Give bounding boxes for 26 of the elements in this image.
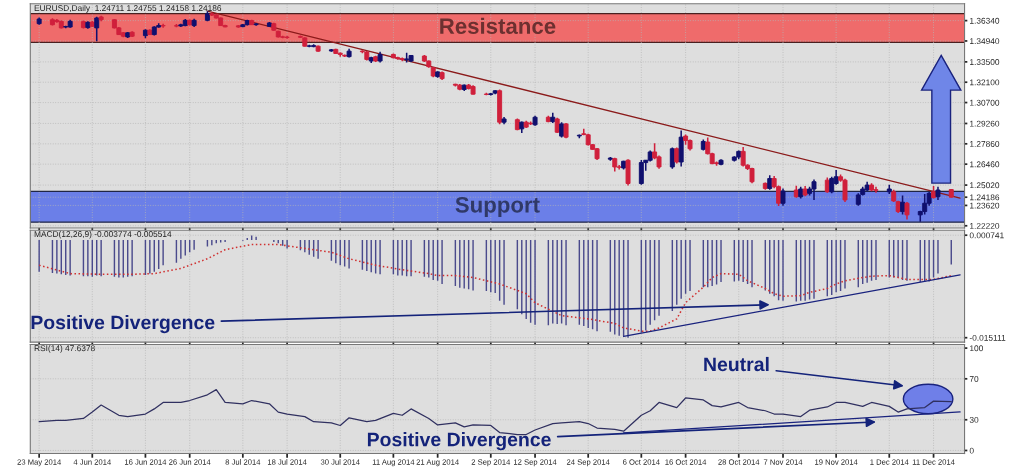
y-tick-label: -0.015111 xyxy=(969,334,1006,341)
chart-title: EURUSD,Daily 1.24711 1.24755 1.24158 1.24186 xyxy=(34,4,222,13)
y-tick-label: 1.26460 xyxy=(970,161,1000,168)
chart-title: RSI(14) 47.6378 xyxy=(34,345,95,353)
y-tick-label: 1.24186 xyxy=(970,194,1000,201)
annotation: Positive Divergence xyxy=(31,315,215,334)
y-tick-label: 1.29260 xyxy=(970,120,1000,127)
chart-title: MACD(12,26,9) -0.003774 -0.005514 xyxy=(34,230,172,239)
y-tick-label: 0.000741 xyxy=(969,232,1004,239)
y-tick-label: 1.22220 xyxy=(970,222,1000,229)
y-tick-label: 30 xyxy=(969,416,979,423)
annotation: Neutral xyxy=(704,356,769,372)
y-tick-label: 1.30700 xyxy=(970,99,1000,106)
y-tick-label: 1.34940 xyxy=(970,38,1000,45)
y-tick-label: 1.33500 xyxy=(970,59,1000,65)
y-tick-label: 1.23620 xyxy=(970,202,1000,209)
y-tick-label: 1.36340 xyxy=(970,17,1000,24)
y-tick-label: 70 xyxy=(969,376,979,382)
band-label: Support xyxy=(455,196,540,218)
band-label: Resistance xyxy=(440,17,556,34)
y-tick-label: 100 xyxy=(970,345,983,352)
annotation: Positive Divergence xyxy=(367,432,551,451)
y-tick-label: 1.32100 xyxy=(970,79,1000,86)
y-tick-label: 0 xyxy=(969,447,974,454)
y-tick-label: 1.25020 xyxy=(970,182,1000,189)
y-tick-label: 1.27860 xyxy=(970,141,1000,147)
